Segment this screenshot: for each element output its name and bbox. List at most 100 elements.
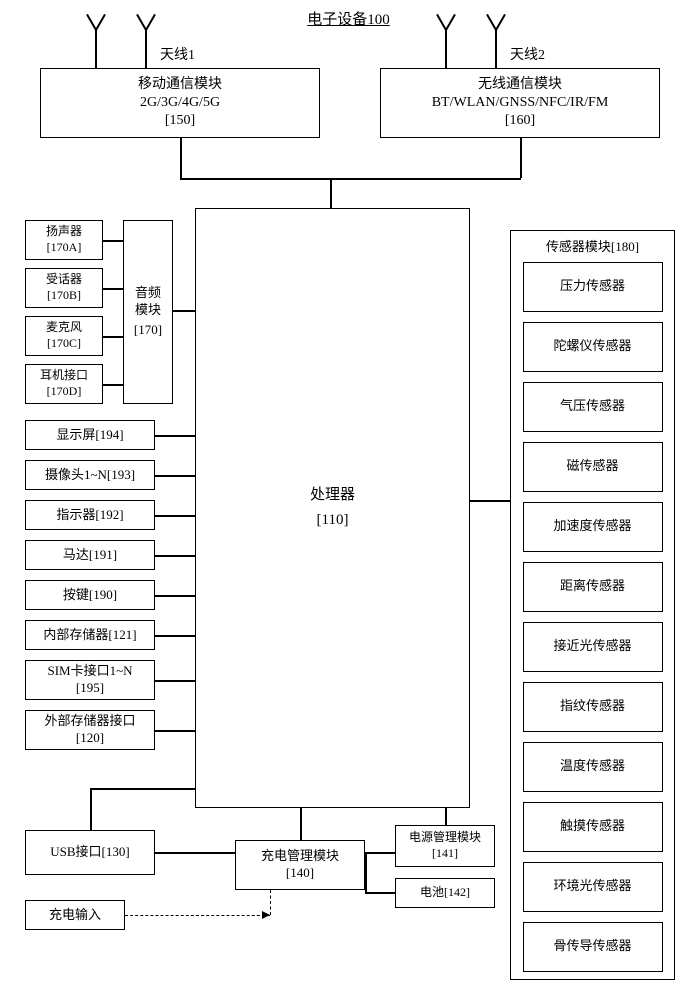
mobile-comm-module: 移动通信模块 2G/3G/4G/5G [150]: [40, 68, 320, 138]
headset-l2: [170D]: [47, 384, 82, 400]
mobile-comm-l3: [150]: [165, 112, 195, 130]
audio-l2: 模块: [135, 302, 161, 319]
receiver-block: 受话器 [170B]: [25, 268, 103, 308]
antenna1-label: 天线1: [160, 44, 195, 64]
arrow-icon: [262, 911, 270, 919]
motor-block: 马达[191]: [25, 540, 155, 570]
sensor-item: 压力传感器: [523, 262, 663, 312]
conn-line: [445, 808, 447, 825]
conn-line: [470, 500, 510, 502]
conn-line: [103, 336, 123, 338]
camera-text: 摄像头1~N[193]: [45, 467, 135, 484]
conn-line: [103, 384, 123, 386]
conn-line: [180, 178, 521, 180]
wireless-comm-module: 无线通信模块 BT/WLAN/GNSS/NFC/IR/FM [160]: [380, 68, 660, 138]
diagram-canvas: 电子设备100 天线1 天线2 移动通信模块 2G/3G/4G/5G [150]…: [0, 0, 697, 1000]
audio-l1: 音频: [135, 285, 161, 302]
extmem-block: 外部存储器接口 [120]: [25, 710, 155, 750]
charge-mgmt-block: 充电管理模块 [140]: [235, 840, 365, 890]
indicator-text: 指示器[192]: [56, 507, 123, 524]
conn-line: [270, 890, 271, 915]
intmem-block: 内部存储器[121]: [25, 620, 155, 650]
audio-l3: [170]: [134, 322, 162, 339]
receiver-l1: 受话器: [46, 272, 82, 288]
conn-line: [173, 310, 195, 312]
camera-block: 摄像头1~N[193]: [25, 460, 155, 490]
battery-block: 电池[142]: [395, 878, 495, 908]
conn-line: [155, 435, 195, 437]
extmem-l1: 外部存储器接口: [44, 713, 135, 730]
power-mgmt-block: 电源管理模块 [141]: [395, 825, 495, 867]
mic-l1: 麦克风: [46, 320, 82, 336]
conn-line: [103, 288, 123, 290]
sensor-item: 加速度传感器: [523, 502, 663, 552]
conn-line: [90, 788, 195, 790]
charge-input-block: 充电输入: [25, 900, 125, 930]
wireless-comm-l1: 无线通信模块: [478, 76, 562, 94]
conn-line: [155, 730, 195, 732]
conn-line: [365, 852, 367, 893]
charge-input-line: [125, 915, 270, 916]
sensor-item: 距离传感器: [523, 562, 663, 612]
sensor-item: 陀螺仪传感器: [523, 322, 663, 372]
power-mgmt-l1: 电源管理模块: [409, 830, 481, 846]
usb-text: USB接口[130]: [50, 844, 129, 861]
battery-text: 电池[142]: [420, 885, 470, 901]
indicator-block: 指示器[192]: [25, 500, 155, 530]
conn-line: [365, 892, 395, 894]
motor-text: 马达[191]: [63, 547, 117, 564]
wireless-comm-l3: [160]: [505, 112, 535, 130]
sensor-module: 传感器模块[180] 压力传感器陀螺仪传感器气压传感器磁传感器加速度传感器距离传…: [510, 230, 675, 980]
conn-line: [180, 138, 182, 178]
conn-line: [330, 178, 332, 208]
sim-block: SIM卡接口1~N [195]: [25, 660, 155, 700]
conn-line: [90, 788, 92, 830]
conn-line: [103, 240, 123, 242]
conn-line: [155, 635, 195, 637]
headset-block: 耳机接口 [170D]: [25, 364, 103, 404]
charge-mgmt-l2: [140]: [286, 865, 314, 882]
conn-line: [155, 475, 195, 477]
speaker-l2: [170A]: [47, 240, 82, 256]
conn-line: [155, 555, 195, 557]
sensor-item: 骨传导传感器: [523, 922, 663, 972]
mic-block: 麦克风 [170C]: [25, 316, 103, 356]
sensor-module-title: 传感器模块[180]: [546, 239, 639, 256]
sim-l2: [195]: [76, 680, 104, 697]
power-mgmt-l2: [141]: [432, 846, 458, 862]
wireless-comm-l2: BT/WLAN/GNSS/NFC/IR/FM: [432, 94, 609, 112]
processor-block: 处理器 [110]: [195, 208, 470, 808]
sensor-item: 指纹传感器: [523, 682, 663, 732]
usb-block: USB接口[130]: [25, 830, 155, 875]
headset-l1: 耳机接口: [40, 368, 88, 384]
conn-line: [155, 595, 195, 597]
conn-line: [155, 680, 195, 682]
keys-text: 按键[190]: [63, 587, 117, 604]
conn-line: [300, 808, 302, 840]
intmem-text: 内部存储器[121]: [43, 627, 136, 644]
charge-mgmt-l1: 充电管理模块: [261, 848, 339, 865]
conn-line: [155, 852, 235, 854]
sensor-item: 气压传感器: [523, 382, 663, 432]
sensor-item: 接近光传感器: [523, 622, 663, 672]
receiver-l2: [170B]: [47, 288, 81, 304]
sensor-item: 磁传感器: [523, 442, 663, 492]
speaker-l1: 扬声器: [46, 224, 82, 240]
display-text: 显示屏[194]: [56, 427, 123, 444]
antenna2-label: 天线2: [510, 44, 545, 64]
conn-line: [155, 515, 195, 517]
mobile-comm-l1: 移动通信模块: [138, 76, 222, 94]
keys-block: 按键[190]: [25, 580, 155, 610]
sensor-item: 环境光传感器: [523, 862, 663, 912]
conn-line: [520, 138, 522, 178]
extmem-l2: [120]: [76, 730, 104, 747]
conn-line: [365, 852, 395, 854]
sensor-item: 温度传感器: [523, 742, 663, 792]
sensor-item: 触摸传感器: [523, 802, 663, 852]
charge-input-text: 充电输入: [49, 907, 101, 924]
processor-l2: [110]: [317, 511, 349, 531]
sim-l1: SIM卡接口1~N: [47, 663, 132, 680]
processor-l1: 处理器: [310, 486, 355, 506]
audio-module: 音频 模块 [170]: [123, 220, 173, 404]
diagram-title: 电子设备100: [0, 8, 697, 29]
